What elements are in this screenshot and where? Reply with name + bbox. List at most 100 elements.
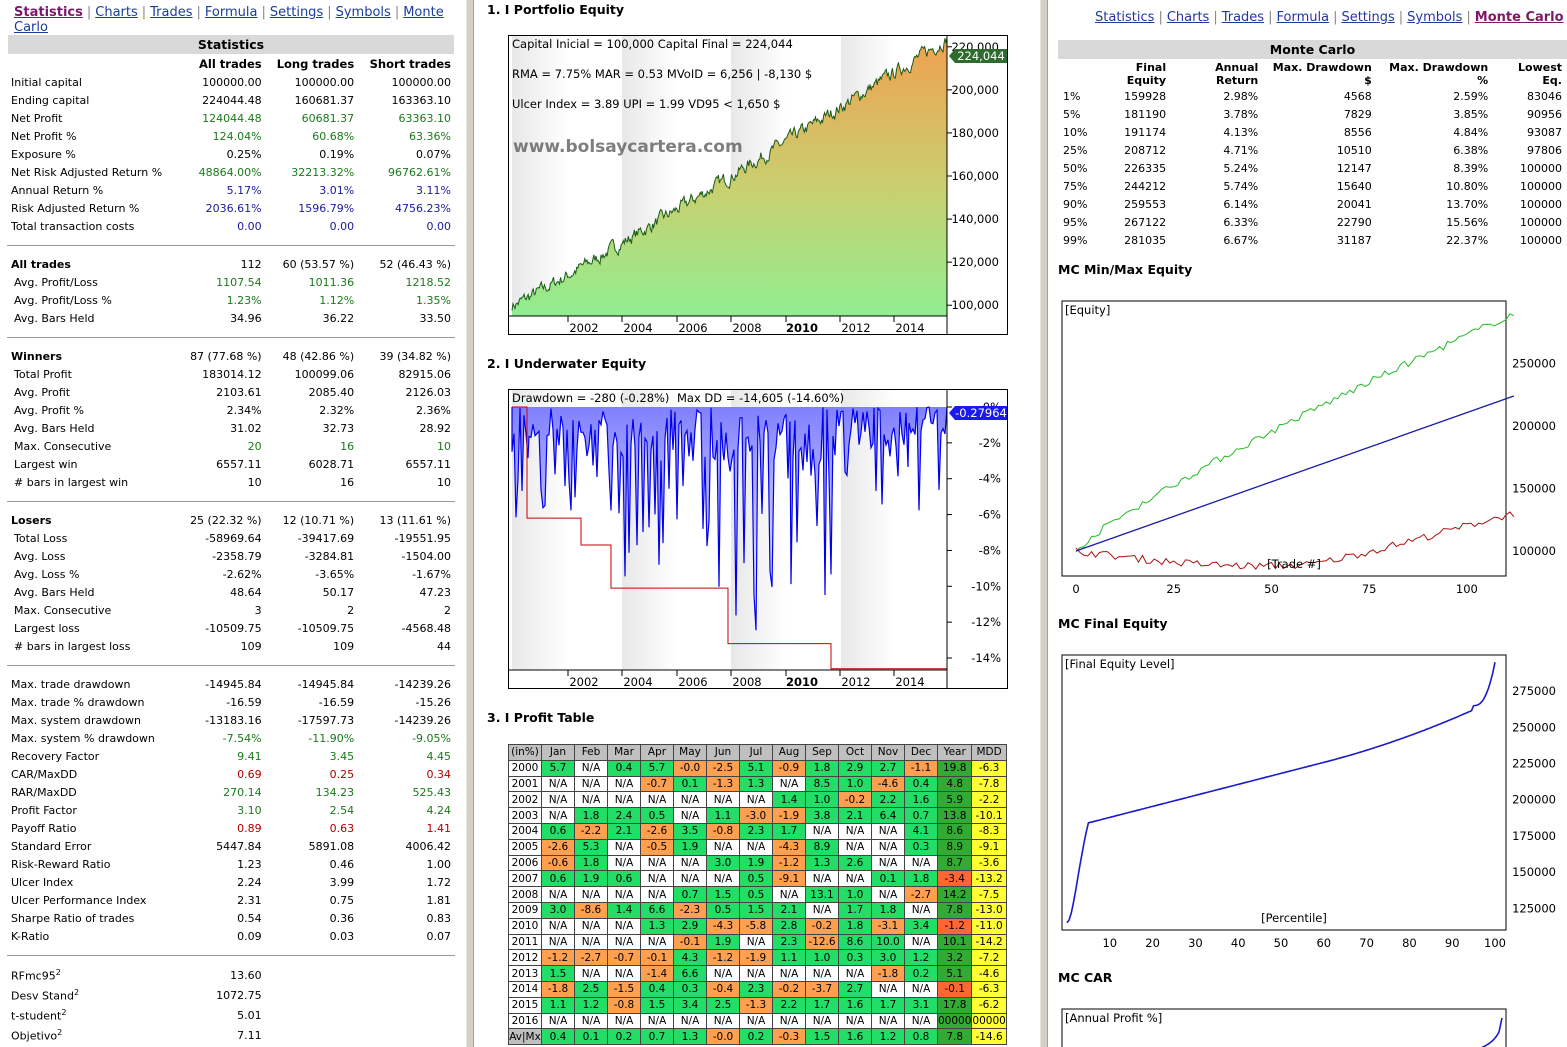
profit-cell: N/A [541, 775, 575, 793]
stats-value: 10 [437, 475, 451, 489]
profit-col-header: Jun [706, 744, 740, 761]
mc-cell: 10510 [1336, 143, 1372, 157]
profit-cell: N/A [607, 933, 641, 951]
mc-row: 90% 259553 6.14% 20041 13.70% 100000 [1058, 195, 1567, 213]
profit-cell: -4.6 [871, 775, 905, 793]
profit-cell: 2006 [508, 854, 542, 872]
stats-value: 6557.11 [216, 457, 262, 471]
stats-value: -14945.84 [205, 677, 262, 691]
stats-value: 1.12% [319, 293, 355, 307]
profit-cell: N/A [574, 791, 608, 809]
splitter-right[interactable] [1040, 0, 1048, 1047]
mc-cell: 100000 [1520, 215, 1562, 229]
nav-link-statistics[interactable]: Statistics [14, 5, 83, 20]
stats-extra-label: t-student2 [11, 1007, 67, 1023]
profit-cell: -6.3 [971, 980, 1007, 998]
y-axis-title: [Equity] [1065, 303, 1110, 317]
profit-cell: 2004 [508, 822, 542, 840]
x-tick-label: 2004 [623, 321, 652, 334]
stats-value: 16 [340, 475, 355, 489]
stats-extra-value: 7.11 [237, 1028, 262, 1042]
mc-cell: 6.14% [1223, 197, 1259, 211]
profit-row: 2013 1.5 N/A N/A -1.4 6.6 N/A N/A N/A N/A N/A -1.8 0… [508, 965, 1007, 982]
profit-cell: 1.8 [871, 901, 905, 919]
profit-cell: N/A [673, 870, 707, 888]
stats-value: 112 [240, 257, 262, 271]
stats-value: 0.25% [226, 147, 262, 161]
stats-value: 87 (77.68 %) [190, 349, 262, 363]
stats-value: 6557.11 [405, 457, 452, 471]
profit-cell: 2.9 [673, 917, 707, 935]
stats-label: Avg. Bars Held [14, 421, 95, 435]
mc-final-chart: [Final Equity Level] [Percentile] 275000 25… [1061, 654, 1556, 950]
stats-label: Net Risk Adjusted Return % [11, 165, 163, 179]
last-value-tag [949, 406, 1007, 420]
nav-link-charts[interactable]: Charts [95, 5, 138, 20]
stats-row: Max. trade % drawdown -16.59 -16.59 -15.26 [7, 693, 455, 711]
profit-row: 2004 0.6 -2.2 2.1 -2.6 3.5 -0.8 2.3 1.7 N/A N/A N/A… [508, 822, 1007, 840]
nav-link-trades[interactable]: Trades [150, 5, 193, 20]
nav-link-charts[interactable]: Charts [1166, 10, 1210, 25]
profit-cell: 2.6 [838, 854, 872, 872]
profit-cell: 1.7 [772, 822, 806, 840]
profit-cell: 1.9 [739, 854, 773, 872]
profit-cell: N/A [541, 917, 575, 935]
profit-col-header: Mar [607, 744, 641, 761]
profit-cell: N/A [772, 775, 806, 793]
mc-cell: 8556 [1343, 125, 1372, 139]
nav-link-statistics[interactable]: Statistics [1095, 10, 1155, 25]
stats-value: -14239.26 [394, 713, 451, 727]
divider [7, 244, 455, 246]
stats-value: 0.09 [237, 929, 262, 943]
equity-area [512, 38, 947, 316]
mc-car-title: MC CAR [1058, 970, 1113, 985]
nav-link-monte-carlo[interactable]: Monte Carlo [14, 5, 444, 35]
mc-cell: 6.67% [1223, 233, 1259, 247]
nav-link-formula[interactable]: Formula [204, 5, 258, 20]
profit-cell: -0.7 [640, 775, 674, 793]
stats-extra-row: RFmc952 13.60 [7, 965, 455, 985]
profit-cell: 1.5 [739, 901, 773, 919]
profit-cell: 0.1 [871, 870, 905, 888]
nav-link-symbols[interactable]: Symbols [1407, 10, 1463, 25]
profit-cell: N/A [739, 1012, 773, 1030]
nav-link-settings[interactable]: Settings [269, 5, 324, 20]
x-tick-label: 75 [1362, 582, 1377, 596]
stats-value: 32.73 [322, 421, 355, 435]
profit-row: 2015 1.1 1.2 -0.8 1.5 3.4 2.5 -1.3 2.2 1.7 1.6 1.7 3… [508, 996, 1007, 1014]
profit-cell: N/A [904, 854, 938, 872]
profit-cell: N/A [871, 1012, 905, 1030]
splitter-left[interactable] [466, 0, 474, 1047]
nav-link-monte-carlo[interactable]: Monte Carlo [1474, 10, 1564, 25]
stats-value: 2036.61% [205, 201, 262, 215]
stats-value: 2 [444, 603, 451, 617]
profit-cell: N/A [739, 838, 773, 856]
stats-value: 4.45 [426, 749, 452, 763]
stats-value: 2.54 [329, 803, 355, 817]
nav-link-settings[interactable]: Settings [1341, 10, 1395, 25]
nav-link-trades[interactable]: Trades [1221, 10, 1265, 25]
mc-cell: 13.70% [1446, 197, 1489, 211]
mc-cell: 4.13% [1223, 125, 1259, 139]
stats-row: Total Loss -58969.64 -39417.69 -19551.95 [7, 529, 455, 547]
profit-cell: N/A [871, 838, 905, 856]
nav-link-symbols[interactable]: Symbols [335, 5, 391, 20]
stats-row: Max. system drawdown -13183.16 -17597.73 -1… [7, 711, 455, 729]
profit-cell: 0.7 [904, 807, 938, 824]
profit-cell: N/A [739, 791, 773, 809]
mc-cell: 6.33% [1223, 215, 1259, 229]
x-tick-label: 2008 [732, 321, 761, 334]
profit-cell: -7.5 [971, 886, 1007, 903]
stats-label: # bars in largest loss [14, 639, 131, 653]
profit-cell: N/A [706, 1012, 740, 1030]
mc-cell: 10% [1063, 125, 1088, 139]
profit-cell: N/A [805, 870, 839, 888]
profit-table-title: 3. I Profit Table [487, 710, 595, 725]
stats-label: All trades [11, 257, 71, 271]
underwater-area [512, 407, 947, 631]
mc-cell: 22.37% [1446, 233, 1489, 247]
y-tick-label: 150000 [1512, 482, 1556, 496]
profit-cell: N/A [805, 822, 839, 840]
nav-link-formula[interactable]: Formula [1276, 10, 1330, 25]
profit-cell: 4.3 [673, 949, 707, 967]
